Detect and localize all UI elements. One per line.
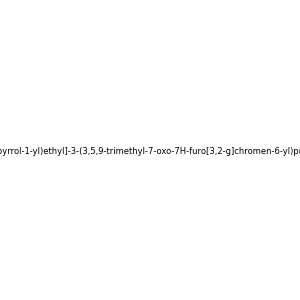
- Text: N-[2-(1H-pyrrol-1-yl)ethyl]-3-(3,5,9-trimethyl-7-oxo-7H-furo[3,2-g]chromen-6-yl): N-[2-(1H-pyrrol-1-yl)ethyl]-3-(3,5,9-tri…: [0, 147, 300, 156]
